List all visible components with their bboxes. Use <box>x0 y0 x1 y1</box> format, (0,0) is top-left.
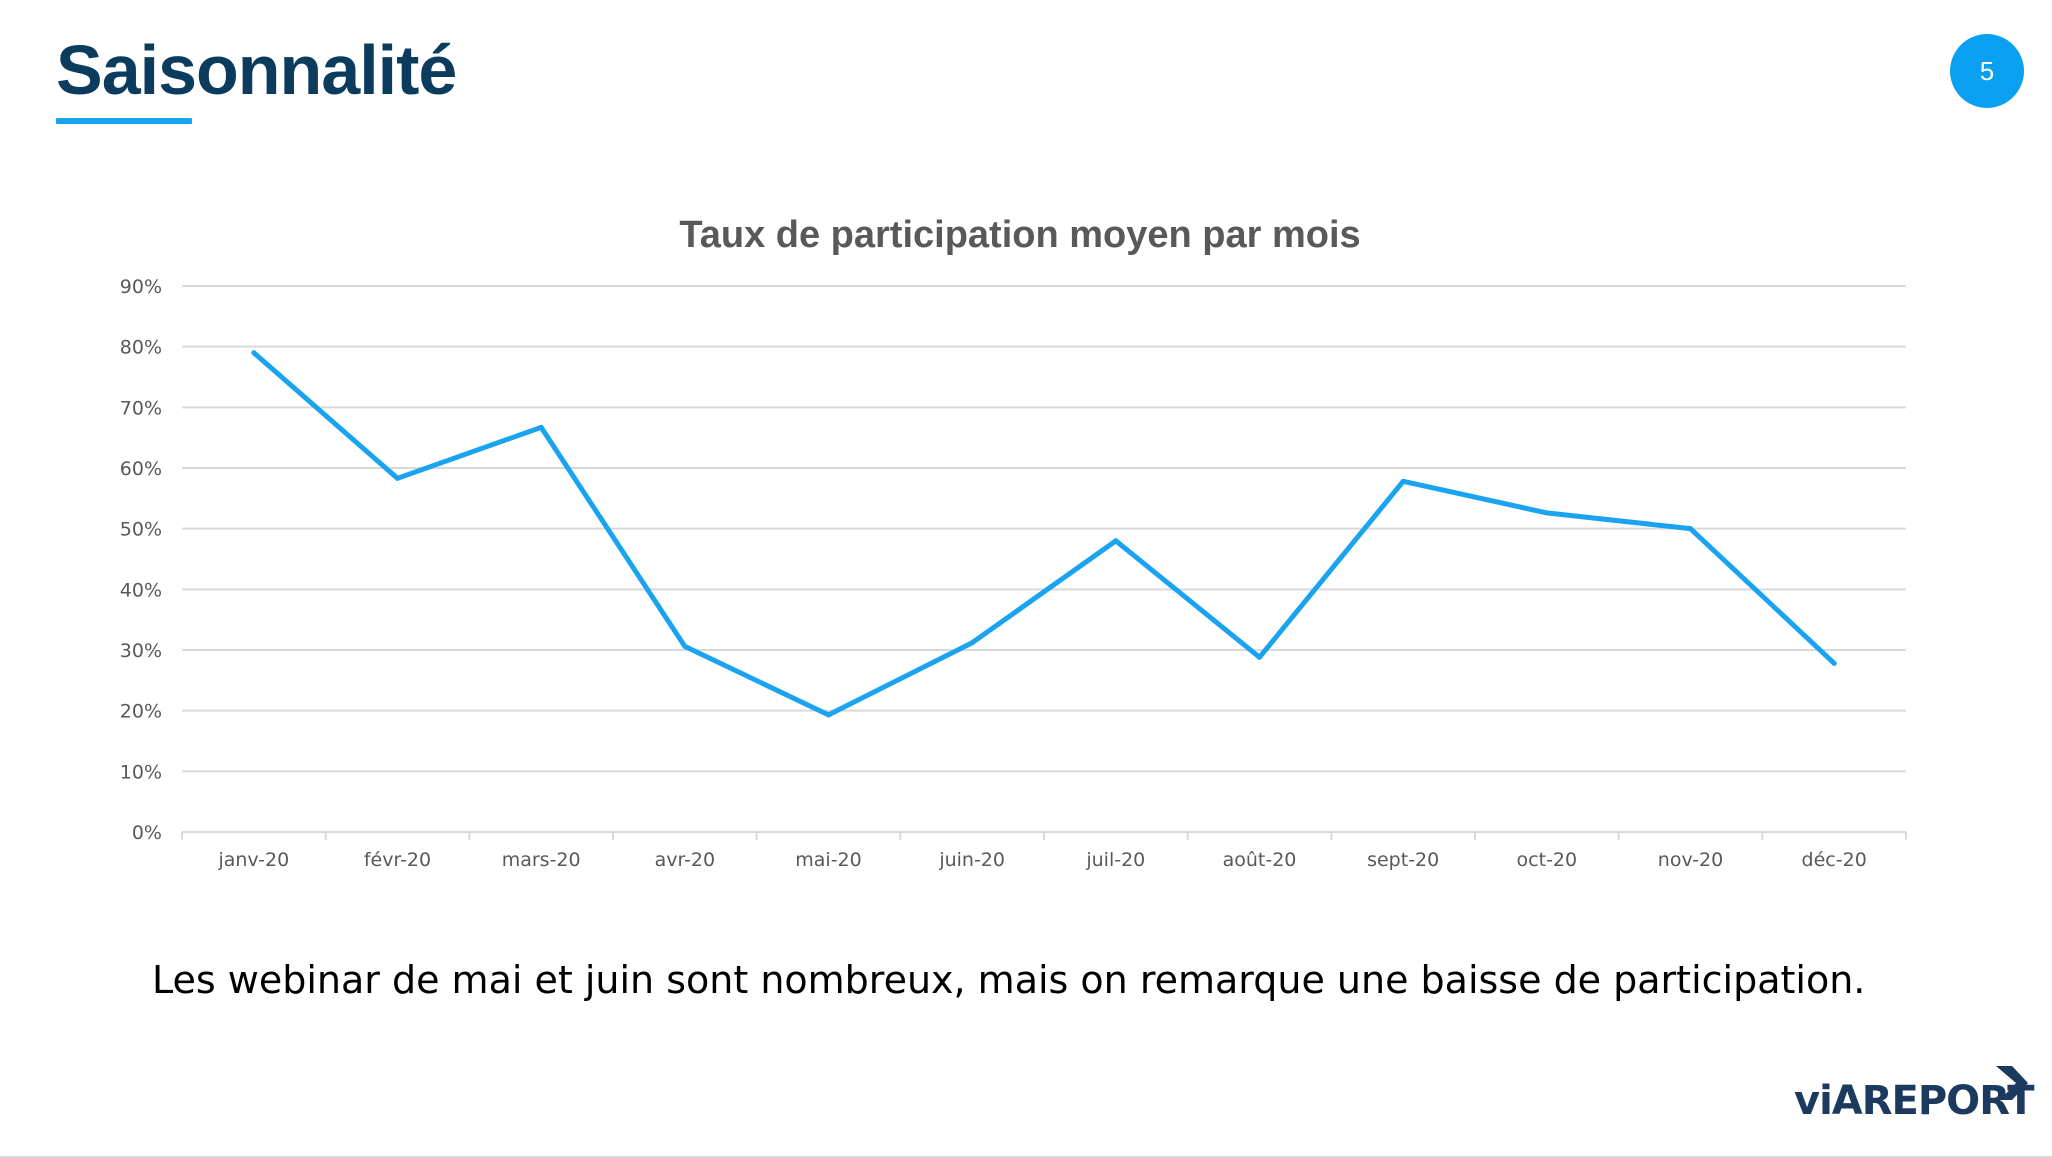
x-tick-label: mars-20 <box>502 849 581 871</box>
x-tick-label: oct-20 <box>1517 849 1578 871</box>
slide-title: Saisonnalité <box>56 31 457 109</box>
data-point <box>538 424 544 430</box>
data-point <box>1544 510 1550 516</box>
data-point <box>1400 478 1406 484</box>
x-tick-label: nov-20 <box>1658 849 1723 871</box>
y-tick-label: 20% <box>120 701 162 723</box>
x-tick-label: août-20 <box>1223 849 1297 871</box>
data-point <box>1831 660 1837 666</box>
viareport-logo: viAREPORT <box>1794 1066 2034 1130</box>
data-point <box>395 475 400 481</box>
y-tick-label: 0% <box>132 822 162 844</box>
chart-title: Taux de participation moyen par mois <box>679 214 1361 256</box>
x-tick-label: sept-20 <box>1367 849 1439 871</box>
x-tick-label: févr-20 <box>364 849 431 871</box>
data-point <box>682 643 688 649</box>
x-tick-label: juin-20 <box>938 849 1005 871</box>
data-point <box>826 712 831 718</box>
y-tick-label: 90% <box>120 276 162 298</box>
page-number-badge: 5 <box>1950 34 2024 108</box>
x-tick-label: déc-20 <box>1802 849 1867 871</box>
data-point <box>1257 654 1262 660</box>
y-tick-label: 70% <box>120 397 162 419</box>
logo-arrow-icon <box>1996 1066 2028 1100</box>
series-line <box>251 350 1837 718</box>
data-point <box>1688 526 1693 532</box>
title-underline <box>56 118 192 124</box>
bottom-rule <box>0 1156 2052 1158</box>
x-tick-label: avr-20 <box>655 849 716 871</box>
y-tick-label: 50% <box>120 519 162 541</box>
data-point <box>969 640 975 646</box>
slide-caption: Les webinar de mai et juin sont nombreux… <box>152 958 1866 1002</box>
y-tick-label: 40% <box>120 579 162 601</box>
data-point <box>251 350 257 356</box>
y-tick-label: 60% <box>120 458 162 480</box>
x-tick-label: janv-20 <box>217 849 289 871</box>
x-tick-label: mai-20 <box>795 849 861 871</box>
logo-text: viAREPORT <box>1794 1078 2034 1124</box>
data-point <box>1113 538 1119 544</box>
y-tick-label: 10% <box>120 761 162 783</box>
y-tick-label: 80% <box>120 337 162 359</box>
line-chart: 0% 10% 20% 30% 40% 50% 60% 70% 80% 90% janv-20 févr… <box>120 276 1907 871</box>
y-tick-label: 30% <box>120 640 162 662</box>
x-tick-label: juil-20 <box>1085 849 1145 871</box>
